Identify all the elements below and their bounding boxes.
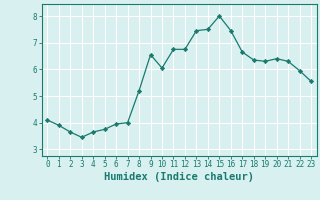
X-axis label: Humidex (Indice chaleur): Humidex (Indice chaleur)	[104, 172, 254, 182]
